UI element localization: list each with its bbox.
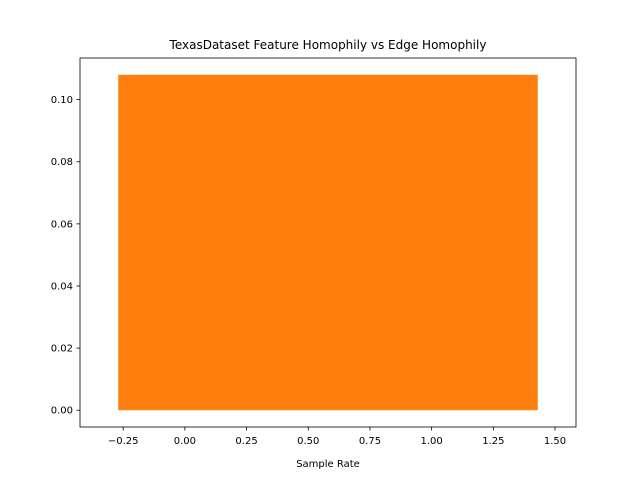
x-tick-label: 0.50 — [297, 436, 319, 447]
chart-title: TexasDataset Feature Homophily vs Edge H… — [169, 38, 487, 52]
x-tick-label: 0.25 — [235, 436, 257, 447]
y-tick-label: 0.00 — [51, 406, 73, 417]
y-tick-label: 0.02 — [51, 344, 73, 355]
x-tick-label: 1.00 — [421, 436, 443, 447]
axes-frame — [79, 57, 577, 428]
y-tick-label: 0.04 — [51, 281, 73, 292]
y-tick-label: 0.10 — [51, 95, 73, 106]
y-tick-label: 0.08 — [51, 157, 73, 168]
x-tick-label: −0.25 — [108, 436, 139, 447]
x-axis: −0.25 0.00 0.25 0.50 0.75 1.00 1.25 1.50 — [108, 427, 566, 447]
y-axis: 0.00 0.02 0.04 0.06 0.08 0.10 — [51, 95, 80, 417]
bar-0 — [118, 74, 538, 411]
x-tick-label: 1.50 — [544, 436, 566, 447]
x-tick-label: 0.75 — [359, 436, 381, 447]
x-tick-label: 0.00 — [174, 436, 196, 447]
y-tick-label: 0.06 — [51, 219, 73, 230]
x-axis-label: Sample Rate — [296, 459, 360, 470]
x-tick-label: 1.25 — [482, 436, 504, 447]
plot-area — [118, 74, 538, 411]
